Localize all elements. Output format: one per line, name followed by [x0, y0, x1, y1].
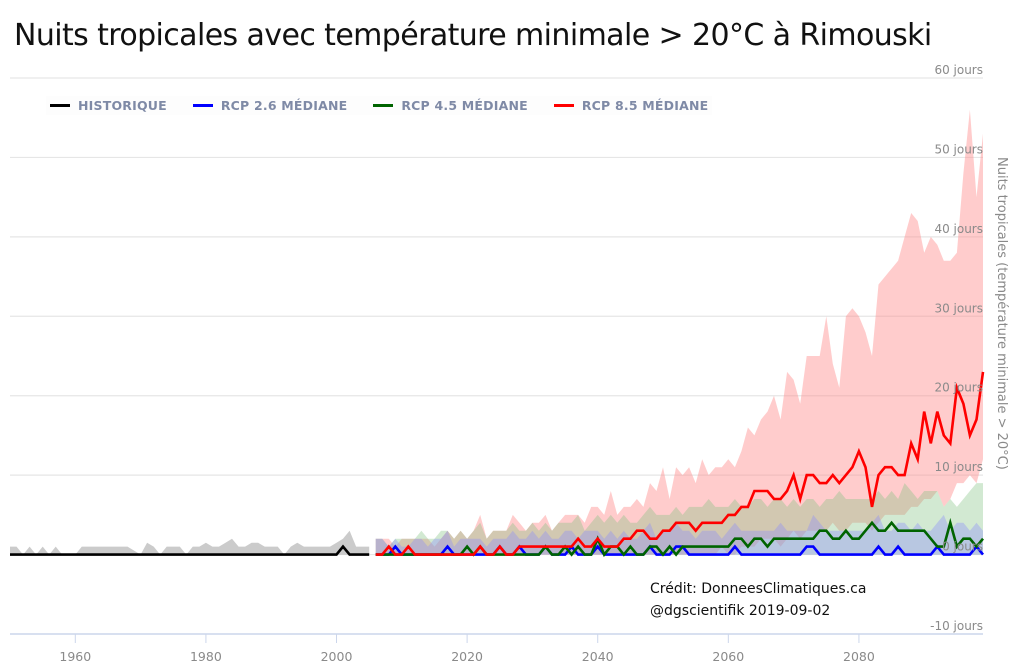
bands [10, 109, 983, 555]
legend-label-rcp45: RCP 4.5 MÉDIANE [401, 98, 528, 113]
x-tick-label: 2000 [321, 649, 353, 664]
y-axis-label: Nuits tropicales (température minimale >… [994, 157, 1009, 470]
legend-swatch-rcp26 [192, 104, 213, 107]
y-tick-label: 30 jours [934, 301, 983, 315]
legend-item-rcp26[interactable]: RCP 2.6 MÉDIANE [192, 98, 348, 113]
legend-item-rcp85[interactable]: RCP 8.5 MÉDIANE [553, 98, 709, 113]
x-axis: 1960 1980 2000 2020 2040 2060 2080 [10, 633, 983, 664]
y-ticks: 60 jours 50 jours 40 jours 30 jours 20 jours… [930, 63, 983, 633]
line-rcp85[interactable] [375, 371, 985, 556]
legend-label-rcp26: RCP 2.6 MÉDIANE [220, 98, 348, 113]
line-rcp26[interactable] [375, 544, 985, 556]
band-historique [10, 530, 370, 555]
x-tick-label: 2020 [451, 649, 483, 664]
lines [10, 371, 985, 558]
credit-author-date: @dgscientifik 2019-09-02 [650, 603, 831, 619]
y-tick-label: 60 jours [934, 63, 983, 77]
legend-item-rcp45[interactable]: RCP 4.5 MÉDIANE [373, 98, 528, 113]
legend-swatch-rcp45 [373, 104, 394, 107]
y-tick-label: 40 jours [934, 222, 983, 236]
legend-item-historique[interactable]: HISTORIQUE [50, 98, 167, 113]
x-tick-label: 2060 [712, 649, 744, 664]
credit-annotation: Crédit: DonneesClimatiques.ca @dgscienti… [650, 578, 866, 622]
y-tick-label: 50 jours [934, 142, 983, 156]
grid [10, 77, 983, 556]
x-tick-label: 2080 [843, 649, 875, 664]
chart-title: Nuits tropicales avec température minima… [14, 18, 932, 53]
legend-label-rcp85: RCP 8.5 MÉDIANE [581, 98, 709, 113]
legend-label-historique: HISTORIQUE [78, 98, 167, 113]
legend-swatch-historique [50, 104, 70, 107]
legend-swatch-rcp85 [553, 104, 574, 107]
x-tick-label: 1980 [190, 649, 222, 664]
y-tick-label: -10 jours [930, 619, 983, 633]
band-rcp85 [375, 109, 983, 555]
legend: HISTORIQUE RCP 2.6 MÉDIANE RCP 4.5 MÉDIA… [46, 96, 713, 115]
credit-source: Crédit: DonneesClimatiques.ca [650, 581, 867, 597]
band-rcp26 [375, 514, 983, 555]
x-tick-label: 1960 [59, 649, 91, 664]
x-tick-label: 2040 [582, 649, 614, 664]
y-tick-label: 10 jours [934, 460, 983, 474]
line-historique[interactable] [10, 544, 370, 556]
y-tick-label: 20 jours [934, 381, 983, 395]
y-tick-label: 0 jours [942, 540, 983, 554]
